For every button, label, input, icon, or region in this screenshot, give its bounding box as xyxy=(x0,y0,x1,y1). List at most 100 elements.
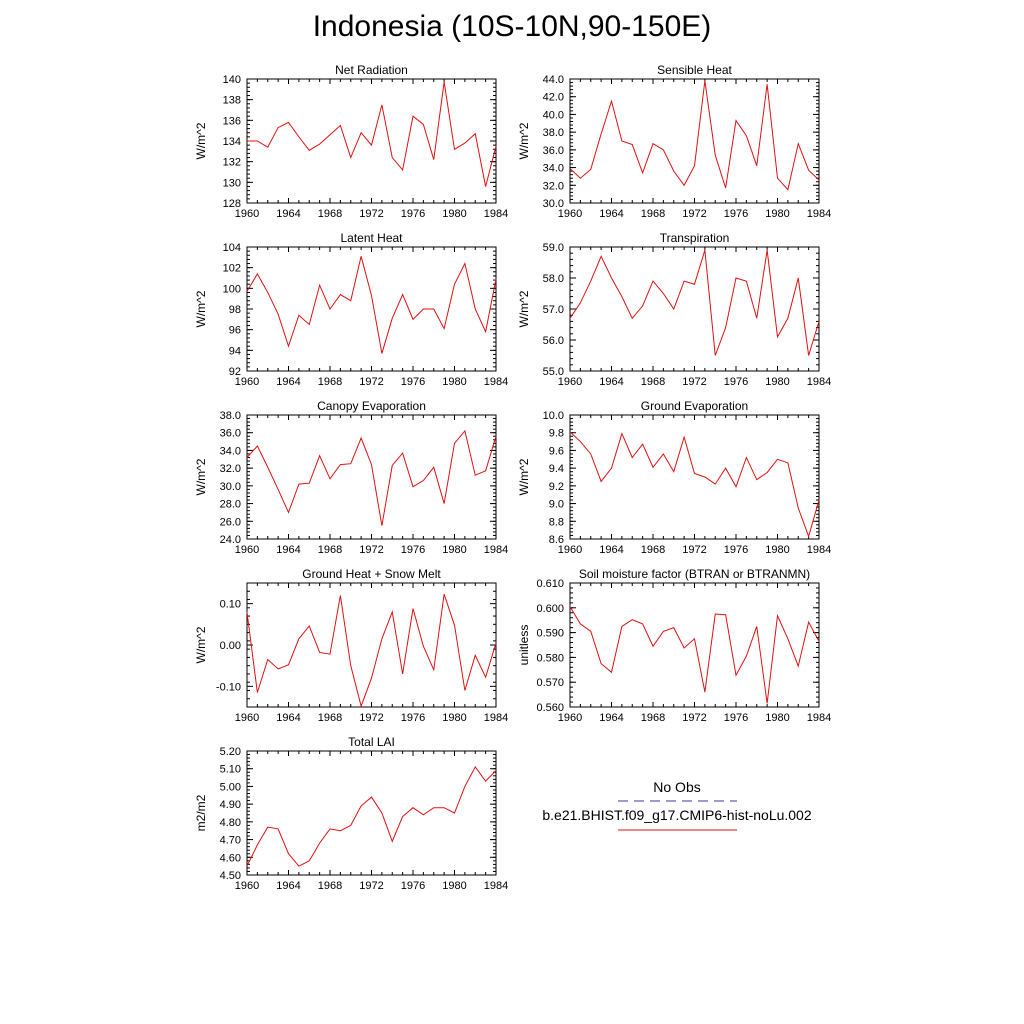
panel-title: Canopy Evaporation xyxy=(317,399,426,413)
x-tick-label: 1968 xyxy=(641,376,665,388)
x-tick-label: 1984 xyxy=(484,712,508,724)
x-tick-label: 1976 xyxy=(401,880,425,892)
y-tick-label: 138 xyxy=(223,95,241,107)
x-tick-label: 1968 xyxy=(641,544,665,556)
series-line xyxy=(246,429,497,526)
y-tick-label: 36.0 xyxy=(220,428,241,440)
x-tick-label: 1964 xyxy=(276,376,300,388)
page-title: Indonesia (10S-10N,90-150E) xyxy=(312,10,712,43)
plot-frame xyxy=(569,582,820,708)
plot-frame xyxy=(246,750,497,876)
x-tick-label: 1984 xyxy=(807,376,831,388)
x-tick-label: 1964 xyxy=(599,544,623,556)
panel-title: Total LAI xyxy=(348,735,395,749)
y-tick-label: 32.0 xyxy=(220,463,241,475)
x-tick-label: 1976 xyxy=(401,712,425,724)
plot-frame xyxy=(569,78,820,204)
x-tick-label: 1972 xyxy=(682,544,706,556)
x-tick-label: 1972 xyxy=(359,880,383,892)
y-tick-label: -0.10 xyxy=(216,681,241,693)
y-tick-label: 0.570 xyxy=(536,677,564,689)
y-tick-label: 44.0 xyxy=(543,74,564,86)
series-line xyxy=(246,766,497,867)
x-tick-label: 1984 xyxy=(484,544,508,556)
y-tick-label: 38.0 xyxy=(543,127,564,139)
y-axis-label: W/m^2 xyxy=(194,122,208,159)
y-tick-label: 58.0 xyxy=(543,273,564,285)
x-tick-label: 1980 xyxy=(442,208,466,220)
y-tick-label: 36.0 xyxy=(543,145,564,157)
series-line xyxy=(569,249,820,356)
x-tick-label: 1960 xyxy=(235,544,259,556)
y-tick-label: 42.0 xyxy=(543,92,564,104)
y-tick-label: 0.00 xyxy=(220,640,241,652)
y-tick-label: 8.6 xyxy=(549,534,564,546)
x-tick-label: 1976 xyxy=(724,376,748,388)
y-tick-label: 9.2 xyxy=(549,481,564,493)
plot-frame xyxy=(246,414,497,540)
y-tick-label: 40.0 xyxy=(543,109,564,121)
y-tick-label: 8.8 xyxy=(549,516,564,528)
y-tick-label: 56.0 xyxy=(543,335,564,347)
x-tick-label: 1960 xyxy=(235,880,259,892)
x-tick-label: 1968 xyxy=(641,208,665,220)
x-tick-label: 1980 xyxy=(765,376,789,388)
y-tick-label: 136 xyxy=(223,115,241,127)
x-tick-label: 1984 xyxy=(807,544,831,556)
y-tick-label: 5.10 xyxy=(220,764,241,776)
x-tick-label: 1976 xyxy=(401,208,425,220)
x-tick-label: 1964 xyxy=(599,712,623,724)
legend-model-label: b.e21.BHIST.f09_g17.CMIP6-hist-noLu.002 xyxy=(542,807,812,823)
chart-panel-3: Latent Heat W/m^2 1960 1964 1968 1972 1976 1980… xyxy=(194,231,508,388)
y-tick-label: 140 xyxy=(223,74,241,86)
x-tick-label: 1984 xyxy=(807,208,831,220)
x-tick-label: 1972 xyxy=(359,376,383,388)
panel-title: Ground Heat + Snow Melt xyxy=(302,567,441,581)
y-tick-label: 28.0 xyxy=(220,499,241,511)
chart-panel-8: Soil moisture factor (BTRAN or BTRANMN) u… xyxy=(517,567,831,724)
chart-panel-6: Ground Evaporation W/m^2 1960 1964 1968 1972 1… xyxy=(517,399,831,556)
y-tick-label: 96 xyxy=(229,325,241,337)
y-tick-label: 0.590 xyxy=(536,628,564,640)
y-tick-label: 57.0 xyxy=(543,304,564,316)
y-tick-label: 9.6 xyxy=(549,445,564,457)
y-axis-label: W/m^2 xyxy=(194,458,208,495)
series-line xyxy=(246,256,497,354)
y-tick-label: 100 xyxy=(223,283,241,295)
x-tick-label: 1960 xyxy=(558,712,582,724)
x-tick-label: 1960 xyxy=(558,544,582,556)
x-tick-label: 1964 xyxy=(276,880,300,892)
y-axis-label: W/m^2 xyxy=(517,458,531,495)
panel-title: Ground Evaporation xyxy=(641,399,748,413)
y-tick-label: 4.90 xyxy=(220,799,241,811)
y-axis-label: unitless xyxy=(517,625,531,666)
series-line xyxy=(569,80,820,191)
y-tick-label: 5.20 xyxy=(220,746,241,758)
x-tick-label: 1972 xyxy=(359,544,383,556)
x-tick-label: 1976 xyxy=(401,544,425,556)
x-tick-label: 1980 xyxy=(765,208,789,220)
x-tick-label: 1968 xyxy=(318,376,342,388)
chart-panel-2: Sensible Heat W/m^2 1960 1964 1968 1972 1976 19… xyxy=(517,63,831,220)
x-tick-label: 1980 xyxy=(442,880,466,892)
x-tick-label: 1960 xyxy=(558,208,582,220)
x-tick-label: 1984 xyxy=(484,880,508,892)
y-tick-label: 130 xyxy=(223,177,241,189)
x-tick-label: 1980 xyxy=(442,544,466,556)
x-tick-label: 1972 xyxy=(359,712,383,724)
panel-title: Sensible Heat xyxy=(657,63,732,77)
x-tick-label: 1960 xyxy=(235,376,259,388)
x-tick-label: 1964 xyxy=(276,712,300,724)
chart-panel-1: Net Radiation W/m^2 1960 1964 1968 1972 1976 19… xyxy=(194,63,508,220)
x-tick-label: 1964 xyxy=(276,208,300,220)
x-tick-label: 1984 xyxy=(807,712,831,724)
chart-panel-9: Total LAI m2/m2 1960 1964 1968 1972 1976 1980 19… xyxy=(194,735,508,892)
x-tick-label: 1964 xyxy=(599,208,623,220)
y-axis-label: W/m^2 xyxy=(517,122,531,159)
x-tick-label: 1964 xyxy=(599,376,623,388)
y-tick-label: 4.80 xyxy=(220,817,241,829)
y-tick-label: 59.0 xyxy=(543,242,564,254)
x-tick-label: 1976 xyxy=(724,544,748,556)
x-tick-label: 1968 xyxy=(318,880,342,892)
